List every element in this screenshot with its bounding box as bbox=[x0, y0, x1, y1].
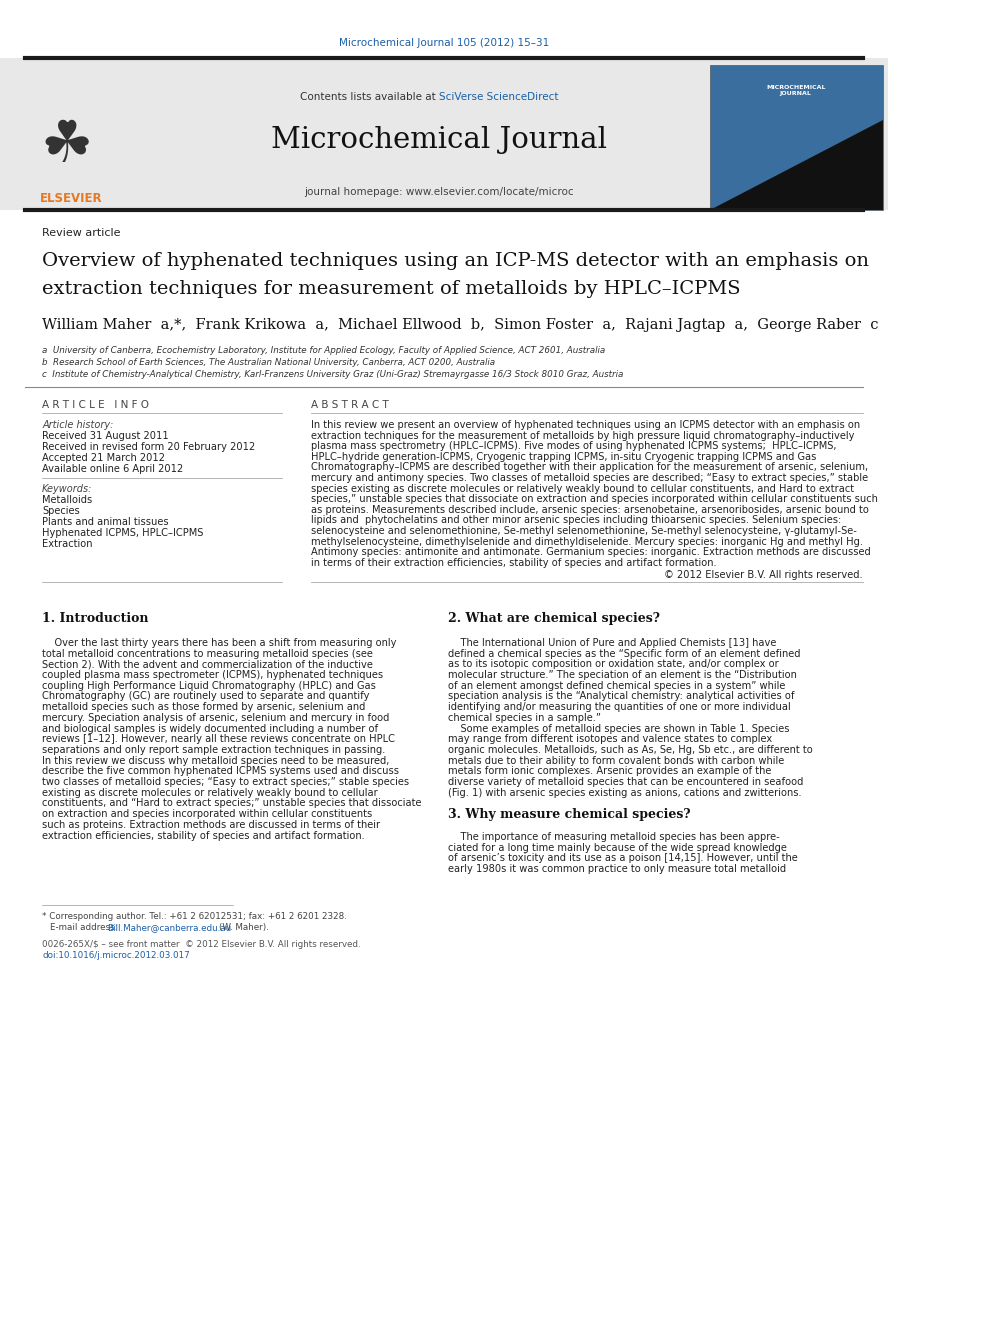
Text: metals form ionic complexes. Arsenic provides an example of the: metals form ionic complexes. Arsenic pro… bbox=[447, 766, 771, 777]
Text: metals due to their ability to form covalent bonds with carbon while: metals due to their ability to form cova… bbox=[447, 755, 784, 766]
Text: and biological samples is widely documented including a number of: and biological samples is widely documen… bbox=[42, 724, 378, 733]
Text: Hyphenated ICPMS, HPLC–ICPMS: Hyphenated ICPMS, HPLC–ICPMS bbox=[42, 528, 203, 538]
Text: two classes of metalloid species; “Easy to extract species;” stable species: two classes of metalloid species; “Easy … bbox=[42, 777, 409, 787]
Text: chemical species in a sample.”: chemical species in a sample.” bbox=[447, 713, 600, 722]
Text: Accepted 21 March 2012: Accepted 21 March 2012 bbox=[42, 452, 165, 463]
Polygon shape bbox=[709, 120, 883, 210]
Text: reviews [1–12]. However, nearly all these reviews concentrate on HPLC: reviews [1–12]. However, nearly all thes… bbox=[42, 734, 395, 745]
Text: separations and only report sample extraction techniques in passing.: separations and only report sample extra… bbox=[42, 745, 386, 755]
Text: The importance of measuring metalloid species has been appre-: The importance of measuring metalloid sp… bbox=[447, 832, 780, 841]
Text: ciated for a long time mainly because of the wide spread knowledge: ciated for a long time mainly because of… bbox=[447, 843, 787, 853]
Text: molecular structure.” The speciation of an element is the “Distribution: molecular structure.” The speciation of … bbox=[447, 671, 797, 680]
Text: lipids and  phytochelatins and other minor arsenic species including thioarsenic: lipids and phytochelatins and other mino… bbox=[310, 516, 841, 525]
Text: as to its isotopic composition or oxidation state, and/or complex or: as to its isotopic composition or oxidat… bbox=[447, 659, 779, 669]
Text: coupled plasma mass spectrometer (ICPMS), hyphenated techniques: coupled plasma mass spectrometer (ICPMS)… bbox=[42, 671, 383, 680]
Text: species existing as discrete molecules or relatively weakly bound to cellular co: species existing as discrete molecules o… bbox=[310, 484, 854, 493]
Text: 2. What are chemical species?: 2. What are chemical species? bbox=[447, 613, 660, 624]
Text: mercury and antimony species. Two classes of metalloid species are described; “E: mercury and antimony species. Two classe… bbox=[310, 474, 868, 483]
Text: Received in revised form 20 February 2012: Received in revised form 20 February 201… bbox=[42, 442, 255, 452]
Text: Over the last thirty years there has been a shift from measuring only: Over the last thirty years there has bee… bbox=[42, 638, 397, 648]
Text: describe the five common hyphenated ICPMS systems used and discuss: describe the five common hyphenated ICPM… bbox=[42, 766, 399, 777]
Text: Species: Species bbox=[42, 505, 79, 516]
Text: Chromatography–ICPMS are described together with their application for the measu: Chromatography–ICPMS are described toget… bbox=[310, 463, 868, 472]
Text: constituents, and “Hard to extract species;” unstable species that dissociate: constituents, and “Hard to extract speci… bbox=[42, 799, 422, 808]
Text: Antimony species: antimonite and antimonate. Germanium species: inorganic. Extra: Antimony species: antimonite and antimon… bbox=[310, 548, 870, 557]
Text: may range from different isotopes and valence states to complex: may range from different isotopes and va… bbox=[447, 734, 772, 745]
Text: Contents lists available at: Contents lists available at bbox=[300, 93, 438, 102]
Text: 1. Introduction: 1. Introduction bbox=[42, 613, 149, 624]
Text: * Corresponding author. Tel.: +61 2 62012531; fax: +61 2 6201 2328.: * Corresponding author. Tel.: +61 2 6201… bbox=[42, 912, 347, 921]
Text: Extraction: Extraction bbox=[42, 538, 92, 549]
Text: extraction efficiencies, stability of species and artifact formation.: extraction efficiencies, stability of sp… bbox=[42, 831, 365, 840]
Text: c  Institute of Chemistry-Analytical Chemistry, Karl-Franzens University Graz (U: c Institute of Chemistry-Analytical Chem… bbox=[42, 370, 623, 378]
Text: speciation analysis is the “Analytical chemistry: analytical activities of: speciation analysis is the “Analytical c… bbox=[447, 692, 794, 701]
Text: plasma mass spectrometry (HPLC–ICPMS). Five modes of using hyphenated ICPMS syst: plasma mass spectrometry (HPLC–ICPMS). F… bbox=[310, 441, 836, 451]
Text: in terms of their extraction efficiencies, stability of species and artifact for: in terms of their extraction efficiencie… bbox=[310, 558, 716, 568]
Text: The International Union of Pure and Applied Chemists [13] have: The International Union of Pure and Appl… bbox=[447, 638, 776, 648]
Text: of an element amongst defined chemical species in a system” while: of an element amongst defined chemical s… bbox=[447, 681, 785, 691]
Text: William Maher  a,*,  Frank Krikowa  a,  Michael Ellwood  b,  Simon Foster  a,  R: William Maher a,*, Frank Krikowa a, Mich… bbox=[42, 318, 879, 332]
Text: b  Research School of Earth Sciences, The Australian National University, Canber: b Research School of Earth Sciences, The… bbox=[42, 359, 495, 366]
Text: mercury. Speciation analysis of arsenic, selenium and mercury in food: mercury. Speciation analysis of arsenic,… bbox=[42, 713, 390, 722]
Text: 0026-265X/$ – see front matter  © 2012 Elsevier B.V. All rights reserved.: 0026-265X/$ – see front matter © 2012 El… bbox=[42, 941, 361, 949]
Text: HPLC–hydride generation-ICPMS, Cryogenic trapping ICPMS, in-situ Cryogenic trapp: HPLC–hydride generation-ICPMS, Cryogenic… bbox=[310, 451, 816, 462]
Text: species,” unstable species that dissociate on extraction and species incorporate: species,” unstable species that dissocia… bbox=[310, 495, 878, 504]
Text: organic molecules. Metalloids, such as As, Se, Hg, Sb etc., are different to: organic molecules. Metalloids, such as A… bbox=[447, 745, 812, 755]
Text: selenocysteine and selenomethionine, Se-methyl selenomethionine, Se-methyl selen: selenocysteine and selenomethionine, Se-… bbox=[310, 527, 856, 536]
Text: Keywords:: Keywords: bbox=[42, 484, 92, 493]
FancyBboxPatch shape bbox=[709, 65, 883, 210]
Text: diverse variety of metalloid species that can be encountered in seafood: diverse variety of metalloid species tha… bbox=[447, 777, 803, 787]
Text: ELSEVIER: ELSEVIER bbox=[41, 192, 103, 205]
Text: SciVerse ScienceDirect: SciVerse ScienceDirect bbox=[438, 93, 558, 102]
Text: E-mail address:: E-mail address: bbox=[51, 923, 120, 931]
Text: Bill.Maher@canberra.edu.au: Bill.Maher@canberra.edu.au bbox=[107, 923, 231, 931]
Text: ☘: ☘ bbox=[41, 116, 93, 173]
Text: Metalloids: Metalloids bbox=[42, 495, 92, 505]
Text: Chromatography (GC) are routinely used to separate and quantify: Chromatography (GC) are routinely used t… bbox=[42, 692, 370, 701]
Text: A B S T R A C T: A B S T R A C T bbox=[310, 400, 388, 410]
Text: metalloid species such as those formed by arsenic, selenium and: metalloid species such as those formed b… bbox=[42, 703, 365, 712]
Text: on extraction and species incorporated within cellular constituents: on extraction and species incorporated w… bbox=[42, 810, 372, 819]
Text: In this review we discuss why metalloid species need to be measured,: In this review we discuss why metalloid … bbox=[42, 755, 390, 766]
Text: Review article: Review article bbox=[42, 228, 121, 238]
Text: coupling High Performance Liquid Chromatography (HPLC) and Gas: coupling High Performance Liquid Chromat… bbox=[42, 681, 376, 691]
FancyBboxPatch shape bbox=[0, 58, 888, 210]
Text: Section 2). With the advent and commercialization of the inductive: Section 2). With the advent and commerci… bbox=[42, 659, 373, 669]
Text: such as proteins. Extraction methods are discussed in terms of their: such as proteins. Extraction methods are… bbox=[42, 820, 380, 830]
Text: Microchemical Journal: Microchemical Journal bbox=[271, 126, 606, 153]
Text: Plants and animal tissues: Plants and animal tissues bbox=[42, 517, 169, 527]
Text: methylselenocysteine, dimethylselenide and dimethyldiselenide. Mercury species: : methylselenocysteine, dimethylselenide a… bbox=[310, 537, 863, 546]
Text: A R T I C L E   I N F O: A R T I C L E I N F O bbox=[42, 400, 149, 410]
Text: Microchemical Journal 105 (2012) 15–31: Microchemical Journal 105 (2012) 15–31 bbox=[339, 38, 549, 48]
Text: defined a chemical species as the “Specific form of an element defined: defined a chemical species as the “Speci… bbox=[447, 648, 800, 659]
Text: MICROCHEMICAL
JOURNAL: MICROCHEMICAL JOURNAL bbox=[766, 85, 825, 95]
Text: Overview of hyphenated techniques using an ICP-MS detector with an emphasis on: Overview of hyphenated techniques using … bbox=[42, 251, 869, 270]
Text: extraction techniques for the measurement of metalloids by high pressure liquid : extraction techniques for the measuremen… bbox=[310, 430, 854, 441]
Text: total metalloid concentrations to measuring metalloid species (see: total metalloid concentrations to measur… bbox=[42, 648, 373, 659]
Text: 3. Why measure chemical species?: 3. Why measure chemical species? bbox=[447, 808, 690, 822]
Text: doi:10.1016/j.microc.2012.03.017: doi:10.1016/j.microc.2012.03.017 bbox=[42, 951, 189, 960]
Text: journal homepage: www.elsevier.com/locate/microc: journal homepage: www.elsevier.com/locat… bbox=[304, 187, 573, 197]
Text: Available online 6 April 2012: Available online 6 April 2012 bbox=[42, 464, 184, 474]
Text: early 1980s it was common practice to only measure total metalloid: early 1980s it was common practice to on… bbox=[447, 864, 786, 875]
Text: as proteins. Measurements described include, arsenic species: arsenobetaine, ars: as proteins. Measurements described incl… bbox=[310, 505, 868, 515]
Text: extraction techniques for measurement of metalloids by HPLC–ICPMS: extraction techniques for measurement of… bbox=[42, 280, 741, 298]
Text: a  University of Canberra, Ecochemistry Laboratory, Institute for Applied Ecolog: a University of Canberra, Ecochemistry L… bbox=[42, 347, 605, 355]
Text: Some examples of metalloid species are shown in Table 1. Species: Some examples of metalloid species are s… bbox=[447, 724, 789, 733]
Text: of arsenic’s toxicity and its use as a poison [14,15]. However, until the: of arsenic’s toxicity and its use as a p… bbox=[447, 853, 798, 864]
Text: Article history:: Article history: bbox=[42, 419, 113, 430]
Text: existing as discrete molecules or relatively weakly bound to cellular: existing as discrete molecules or relati… bbox=[42, 787, 378, 798]
FancyBboxPatch shape bbox=[0, 58, 175, 210]
Text: Received 31 August 2011: Received 31 August 2011 bbox=[42, 431, 169, 441]
Text: © 2012 Elsevier B.V. All rights reserved.: © 2012 Elsevier B.V. All rights reserved… bbox=[665, 570, 863, 581]
Text: identifying and/or measuring the quantities of one or more individual: identifying and/or measuring the quantit… bbox=[447, 703, 791, 712]
Text: (W. Maher).: (W. Maher). bbox=[219, 923, 269, 931]
Text: (Fig. 1) with arsenic species existing as anions, cations and zwitterions.: (Fig. 1) with arsenic species existing a… bbox=[447, 787, 802, 798]
Text: In this review we present an overview of hyphenated techniques using an ICPMS de: In this review we present an overview of… bbox=[310, 419, 860, 430]
